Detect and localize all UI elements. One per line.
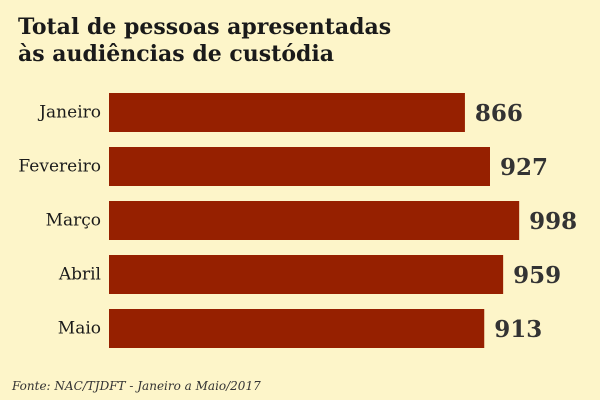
value-label-maio: 913: [494, 316, 542, 343]
chart-title: Total de pessoas apresentadas às audiênc…: [18, 14, 578, 68]
bar-marco: [109, 201, 520, 240]
bar-fevereiro: [109, 147, 490, 186]
chart-title-line-2: às audiências de custódia: [18, 41, 334, 67]
source-note: Fonte: NAC/TJDFT - Janeiro a Maio/2017: [12, 379, 261, 393]
value-label-abril: 959: [513, 262, 561, 289]
category-label-janeiro: Janeiro: [37, 103, 101, 123]
category-label-marco: Março: [46, 211, 101, 231]
chart-title-line-1: Total de pessoas apresentadas: [18, 14, 392, 40]
category-label-abril: Abril: [58, 265, 101, 285]
bar-janeiro: [109, 93, 465, 132]
category-label-fevereiro: Fevereiro: [18, 157, 101, 177]
bar-maio: [109, 309, 485, 348]
value-label-fevereiro: 927: [500, 154, 548, 181]
bar-abril: [109, 255, 504, 294]
value-label-janeiro: 866: [475, 100, 523, 127]
value-label-marco: 998: [529, 208, 577, 235]
category-label-maio: Maio: [58, 319, 101, 339]
